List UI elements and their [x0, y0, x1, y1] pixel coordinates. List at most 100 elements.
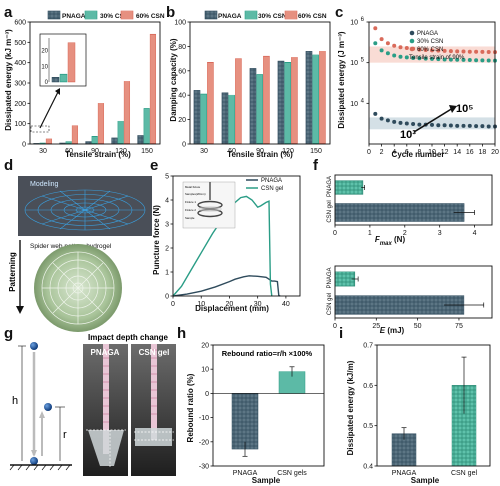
e-ytick-5: 5 — [165, 174, 169, 181]
b-bar-2-1 — [235, 58, 242, 145]
f2-frame — [334, 265, 493, 319]
c-xtick-8: 16 — [466, 149, 474, 156]
c-ytick-exp-0: 6 — [361, 17, 365, 23]
b-bar-1-1 — [228, 94, 236, 145]
c-point-2-16 — [474, 49, 479, 54]
impact-title: Impact depth change — [88, 333, 169, 342]
c-xtick-4: 8 — [417, 149, 421, 156]
c-point-2-11 — [442, 48, 447, 53]
panel-d-images: Modeling Spider web pattern hydrogel Pat… — [8, 176, 152, 332]
i-xtick-0: PNAGA — [392, 470, 417, 477]
r-label: r — [63, 429, 67, 441]
c-point-1-4 — [398, 54, 403, 59]
ball-rebound — [44, 403, 52, 411]
inset-a-bar-1 — [59, 73, 68, 83]
b-xtick-4: 150 — [310, 148, 322, 155]
inset-a: 0 10 20 — [30, 33, 87, 133]
annotation-c-arrowhead — [449, 105, 457, 113]
c-xtick-9: 18 — [479, 149, 487, 156]
inset-a-bar-2 — [67, 42, 76, 83]
i-ytick-2: 0.6 — [363, 383, 373, 390]
c-point-1-18 — [486, 58, 491, 63]
h-xtick-1: CSN gels — [277, 470, 307, 477]
a-xtick-3: 120 — [115, 148, 127, 155]
c-point-0-11 — [442, 123, 447, 128]
xlabel-f2: E (mJ) — [380, 326, 405, 335]
b-bar-0-3 — [277, 60, 285, 145]
c-point-2-14 — [461, 49, 466, 54]
c-xtick-0: 0 — [367, 149, 371, 156]
c-point-2-7 — [417, 47, 422, 52]
ylabel-i: Dissipated energy (kJ/m) — [346, 360, 355, 455]
a-xtick-2: 90 — [91, 148, 99, 155]
panel-label-c: c — [335, 4, 343, 21]
legend-c-pnaga: PNAGA — [417, 31, 438, 37]
c-point-2-8 — [423, 47, 428, 52]
panel-g: h r Impact depth change PNAGA CSN gel — [9, 333, 176, 476]
tube-pnaga — [103, 344, 109, 454]
c-xtick-6: 12 — [441, 149, 449, 156]
ylabel-b: Damping capacity (%) — [169, 38, 178, 121]
a-bar-1-2 — [91, 136, 98, 145]
a-bar-1-4 — [143, 108, 150, 145]
c-ytick-2: 10 — [350, 101, 358, 108]
h-label: h — [12, 395, 18, 407]
annotation-c-low: 10³ — [400, 129, 416, 141]
e-ytick-4: 4 — [165, 198, 169, 205]
xlabel-i: Sample — [411, 476, 440, 485]
a-bar-0-4 — [137, 135, 144, 145]
c-point-1-8 — [423, 56, 428, 61]
c-point-2-17 — [480, 49, 485, 54]
c-point-1-7 — [417, 56, 422, 61]
e-ytick-2: 2 — [165, 246, 169, 253]
c-point-2-13 — [455, 49, 460, 54]
legend-c-csn30: 30% CSN — [417, 39, 443, 45]
patterning-label: Patterning — [8, 252, 17, 292]
legend-e-pnaga: PNAGA — [261, 178, 282, 184]
c-point-0-7 — [417, 122, 422, 127]
a-bar-0-3 — [111, 137, 118, 145]
c-point-1-14 — [461, 57, 466, 62]
e-ytick-0: 0 — [165, 294, 169, 301]
f1-cat-0: PNAGA — [327, 176, 333, 197]
b-ytick-1: 20 — [178, 117, 186, 124]
svg-text:Metal fixture: Metal fixture — [185, 185, 201, 189]
c-xtick-5: 10 — [428, 149, 436, 156]
chart-f: PNAGA CSN gel 0 1 2 3 4 PNAGA CSN gel 0 25 50 75 Fm… — [327, 174, 493, 335]
c-ytick-exp-1: 5 — [361, 58, 365, 64]
ylabel-c: Dissipated energy (J m⁻³) — [337, 31, 346, 128]
svg-text:60% CSN: 60% CSN — [298, 13, 327, 20]
b-bar-0-2 — [249, 68, 257, 145]
a-bar-2-1 — [71, 125, 79, 145]
legend-e-csn: CSN gel — [261, 186, 283, 192]
legend-c-csn60-marker — [409, 46, 415, 52]
e-ytick-1: 1 — [165, 270, 169, 277]
c-point-0-2 — [385, 118, 390, 123]
a-ytick-2: 200 — [14, 101, 26, 108]
f1-bar-1 — [334, 203, 465, 222]
h-bar-0 — [231, 393, 259, 450]
legend-a-pnaga: PNAGA — [47, 10, 86, 20]
chart-h: PNAGA CSN gels -30 -20 -10 0 10 20 Rebound rati… — [186, 343, 325, 485]
b-frame — [189, 21, 331, 145]
f1-xtick-3: 3 — [438, 230, 442, 237]
c-ytick-0: 10 — [350, 20, 358, 27]
c-point-1-6 — [411, 56, 416, 61]
b-bar-2-2 — [263, 55, 270, 145]
a-ytick-4: 400 — [14, 60, 26, 67]
a-bar-2-0 — [45, 138, 53, 145]
f1-xtick-0: 0 — [333, 230, 337, 237]
a-bar-1-3 — [117, 120, 124, 145]
svg-text:60% CSN: 60% CSN — [136, 13, 165, 20]
f2-xtick-2: 50 — [414, 323, 422, 330]
b-bar-1-3 — [284, 62, 292, 145]
c-point-1-5 — [404, 55, 409, 60]
xlabel-a: Tensile strain (%) — [65, 150, 131, 159]
svg-text:Sample: Sample — [185, 216, 195, 220]
panel-label-a: a — [4, 4, 13, 21]
c-point-2-1 — [379, 37, 384, 42]
svg-text:Samples(20mm): Samples(20mm) — [185, 192, 206, 196]
panel-label-h: h — [177, 325, 186, 342]
e-xtick-0: 0 — [171, 301, 175, 308]
